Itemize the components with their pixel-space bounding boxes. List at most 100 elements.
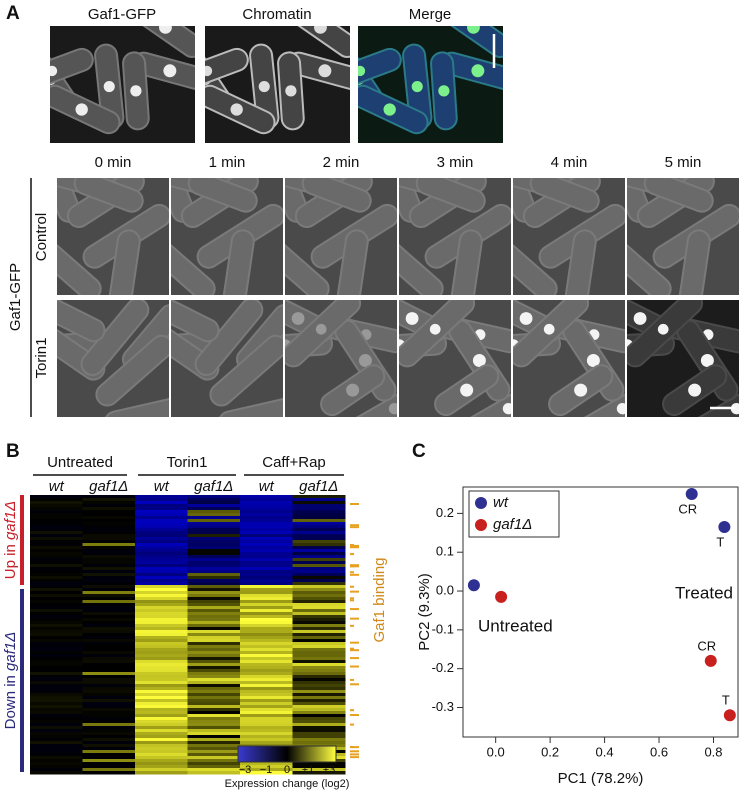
heatmap-cell: [135, 519, 188, 523]
heatmap-cell: [82, 594, 136, 598]
heatmap-cell: [187, 552, 241, 556]
heatmap-cell: [187, 543, 241, 547]
nucleus: [291, 312, 305, 325]
heatmap-cell: [187, 747, 241, 751]
heatmap-cell: [240, 726, 293, 730]
heatmap-cell: [30, 636, 83, 640]
heatmap-cell: [82, 558, 136, 562]
heatmap-cell: [292, 504, 346, 508]
heatmap-cell: [187, 513, 241, 517]
heatmap-cell: [292, 621, 346, 625]
timepoint: 2 min: [323, 154, 360, 171]
cells: [513, 300, 625, 417]
heatmap-cell: [135, 537, 188, 541]
micrograph: [627, 300, 739, 417]
nucleus: [383, 103, 396, 116]
heatmap-cell: [135, 696, 188, 700]
micrograph: [285, 178, 397, 295]
legend-swatch: [475, 519, 487, 531]
heatmap-cell: [292, 657, 346, 661]
heatmap-cell: [135, 612, 188, 616]
heatmap-cell: [82, 609, 136, 613]
heatmap-cell: [240, 516, 293, 520]
nucleus: [315, 323, 327, 335]
heatmap-cell: [187, 741, 241, 745]
heatmap-cell: [135, 642, 188, 646]
heatmap-cell: [82, 591, 136, 595]
nucleus: [285, 85, 297, 97]
heatmap-cell: [30, 537, 83, 541]
heatmap-cell: [187, 705, 241, 709]
heatmap-cell: [30, 567, 83, 571]
heatmap-cell: [135, 495, 188, 499]
heatmap-cell: [135, 528, 188, 532]
heatmap-cell: [187, 654, 241, 658]
heatmap-cell: [240, 678, 293, 682]
heatmap-cell: [292, 729, 346, 733]
binding-mark: [350, 665, 359, 668]
heatmap-cell: [187, 711, 241, 715]
heatmap-cell: [82, 627, 136, 631]
heatmap-cell: [135, 648, 188, 652]
nucleus: [502, 403, 511, 415]
heatmap-cell: [240, 531, 293, 535]
heatmap-cell: [82, 549, 136, 553]
heatmap-cell: [187, 669, 241, 673]
heatmap-cell: [187, 681, 241, 685]
heatmap-cell: [292, 591, 346, 595]
heatmap-cell: [135, 576, 188, 580]
heatmap-cell: [187, 756, 241, 760]
heatmap-cell: [82, 585, 136, 589]
y-tick-label: -0.3: [432, 699, 454, 714]
heatmap-cell: [240, 687, 293, 691]
cell: [415, 178, 486, 213]
heatmap-cell: [292, 681, 346, 685]
heatmap-cell: [135, 525, 188, 529]
heatmap-cell: [30, 564, 83, 568]
heatmap-cell: [30, 702, 83, 706]
heatmap-cell: [187, 678, 241, 682]
nucleus: [688, 383, 702, 397]
panel-label: C: [412, 441, 426, 462]
colorbar-tick: 0: [284, 764, 290, 776]
point: [467, 579, 480, 592]
row-label: Control: [33, 213, 50, 261]
heatmap-cell: [292, 618, 346, 622]
heatmap-cell: [187, 561, 241, 565]
heatmap-cell: [82, 531, 136, 535]
heatmap-cell: [187, 582, 241, 586]
heatmap-cell: [187, 531, 241, 535]
nucleus: [163, 64, 177, 78]
heatmap-cell: [292, 558, 346, 562]
heatmap-cell: [292, 528, 346, 532]
heatmap-cell: [187, 609, 241, 613]
heatmap-cell: [292, 666, 346, 670]
heatmap-cell: [30, 585, 83, 589]
heatmap-cell: [292, 594, 346, 598]
heatmap-cell: [135, 501, 188, 505]
group-heading: Caff+Rap: [262, 454, 326, 471]
nucleus: [230, 103, 243, 116]
heatmap-cell: [240, 624, 293, 628]
heatmap-cell: [30, 639, 83, 643]
heatmap-cell: [30, 543, 83, 547]
heatmap-cell: [82, 651, 136, 655]
heatmap-cell: [30, 525, 83, 529]
heatmap-cell: [240, 609, 293, 613]
heatmap-cell: [187, 624, 241, 628]
heatmap-cell: [240, 546, 293, 550]
heatmap-cell: [135, 654, 188, 658]
heatmap-cell: [292, 525, 346, 529]
heatmap-cell: [187, 564, 241, 568]
heatmap-cell: [30, 576, 83, 580]
heatmap-cell: [187, 753, 241, 757]
heatmap-cell: [82, 606, 136, 610]
heatmap-cell: [292, 705, 346, 709]
colorbar-tick: +1: [302, 764, 315, 776]
heatmap-cell: [135, 756, 188, 760]
heatmap-cell: [187, 498, 241, 502]
heatmap-cell: [240, 681, 293, 685]
heatmap-cell: [135, 597, 188, 601]
binding-mark: [350, 647, 354, 650]
heatmap-cell: [82, 717, 136, 721]
